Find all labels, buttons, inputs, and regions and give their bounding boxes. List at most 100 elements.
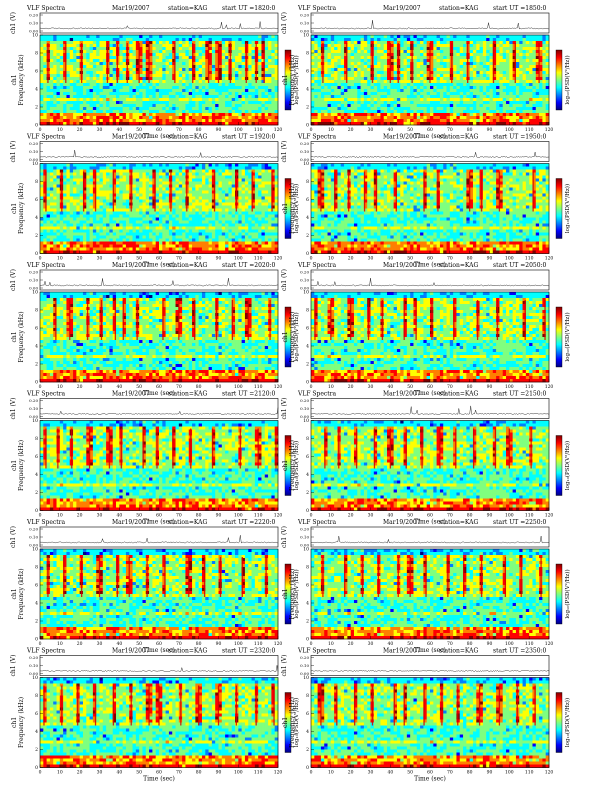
spectrogram-cell — [456, 68, 461, 72]
spectrogram-cell — [426, 41, 431, 45]
spectrogram-cell — [347, 44, 351, 48]
spectrogram-cell — [198, 44, 203, 48]
spectrogram-cell — [49, 178, 54, 182]
spectrogram-cell — [142, 71, 147, 75]
spectrogram-cell — [492, 41, 497, 45]
spectrogram-cell — [436, 89, 441, 93]
time-tick-label: 110 — [525, 127, 534, 133]
spectrogram-cell — [125, 35, 130, 39]
spectrogram-cell — [69, 77, 74, 81]
spectrogram-cell — [439, 74, 444, 78]
spectrogram-cell — [86, 169, 90, 173]
spectrogram-cell — [357, 38, 361, 42]
spectrogram-cell — [241, 50, 246, 54]
spectrogram-cell — [459, 74, 464, 78]
spectrogram-cell — [271, 92, 275, 96]
spectrogram-cell — [149, 59, 153, 63]
spectrogram-cell — [155, 56, 160, 60]
spectrogram-cell — [344, 35, 348, 39]
spectrogram-cell — [244, 175, 249, 179]
spectrogram-cell — [96, 38, 100, 42]
spectrogram-cell — [228, 95, 233, 99]
spectrogram-cell — [139, 50, 143, 54]
spectrogram-cell — [175, 89, 180, 93]
spectrogram-cell — [73, 92, 77, 96]
spectrogram-cell — [522, 89, 527, 93]
spectrogram-cell — [426, 119, 431, 123]
spectrogram-cell — [317, 104, 322, 108]
time-axis-label: Time (sec) — [414, 133, 446, 140]
spectrogram-cell — [436, 119, 441, 123]
spectrogram-cell — [545, 35, 550, 39]
spectrogram-cell — [357, 83, 361, 87]
spectrogram-cell — [56, 56, 61, 60]
spectrogram-cell — [102, 35, 107, 39]
spectrogram-cell — [258, 172, 262, 176]
spectrogram-cell — [165, 59, 170, 63]
spectrogram-cell — [76, 86, 80, 90]
spectrogram-cell — [211, 50, 216, 54]
spectrogram-cell — [324, 98, 328, 102]
spectrogram-cell — [542, 107, 546, 111]
spectrogram-cell — [327, 50, 332, 54]
spectrogram-cell — [387, 59, 391, 63]
spectrogram-cell — [380, 68, 385, 72]
spectrogram-cell — [535, 41, 540, 45]
spectrogram-cell — [178, 65, 183, 69]
spectrogram-cell — [373, 65, 378, 69]
spectrogram-cell — [142, 44, 147, 48]
spectrogram-cell — [439, 38, 444, 42]
spectrogram-cell — [125, 175, 130, 179]
spectrogram-cell — [66, 169, 71, 173]
spectrogram-cell — [238, 95, 242, 99]
spectrogram-cell — [413, 101, 418, 105]
spectrogram-cell — [383, 59, 388, 63]
spectrogram-cell — [512, 107, 517, 111]
spectrogram-cell — [499, 95, 504, 99]
spectrogram-cell — [489, 101, 494, 105]
spectrogram-cell — [152, 119, 156, 123]
spectrogram-cell — [49, 56, 54, 60]
spectrogram-cell — [545, 65, 550, 69]
spectrogram-cell — [420, 68, 424, 72]
spectrogram-cell — [439, 71, 444, 75]
time-tick-label: 60 — [156, 127, 162, 133]
spectrogram-cell — [519, 110, 523, 114]
spectrogram-cell — [165, 77, 170, 81]
spectrogram-cell — [112, 166, 117, 170]
spectrogram-cell — [472, 86, 477, 90]
spectrogram-cell — [264, 104, 269, 108]
spectrogram-cell — [201, 178, 206, 182]
spectrogram-cell — [119, 35, 123, 39]
spectrogram-cell — [159, 68, 163, 72]
spectrogram-cell — [168, 119, 173, 123]
spectrogram-cell — [201, 71, 206, 75]
spectrogram-cell — [261, 178, 266, 182]
spectrogram-cell — [63, 163, 67, 167]
spectrogram-cell — [208, 92, 213, 96]
spectrogram-cell — [479, 38, 484, 42]
spectrogram-cell — [446, 47, 451, 51]
spectrogram-cell — [258, 44, 262, 48]
spectrogram-cell — [228, 101, 233, 105]
spectrogram-cell — [119, 68, 123, 72]
spectrogram-cell — [426, 50, 431, 54]
spectrogram-cell — [393, 92, 398, 96]
spectrogram-cell — [162, 44, 166, 48]
spectrogram-cell — [195, 116, 199, 120]
spectrogram-cell — [185, 38, 190, 42]
spectrogram-cell — [59, 62, 64, 66]
spectrogram-cell — [522, 53, 527, 57]
spectrogram-cell — [268, 86, 272, 90]
spectrogram-cell — [542, 113, 546, 117]
spectrogram-cell — [258, 163, 262, 167]
spectrogram-cell — [82, 178, 87, 182]
spectrogram-cell — [337, 53, 342, 57]
spectrogram-cell — [430, 53, 434, 57]
spectrogram-cell — [241, 68, 246, 72]
spectrogram-cell — [218, 163, 223, 167]
spectrogram-cell — [49, 107, 54, 111]
spectrogram-cell — [56, 166, 61, 170]
spectrogram-cell — [129, 68, 133, 72]
spectrogram-cell — [380, 95, 385, 99]
